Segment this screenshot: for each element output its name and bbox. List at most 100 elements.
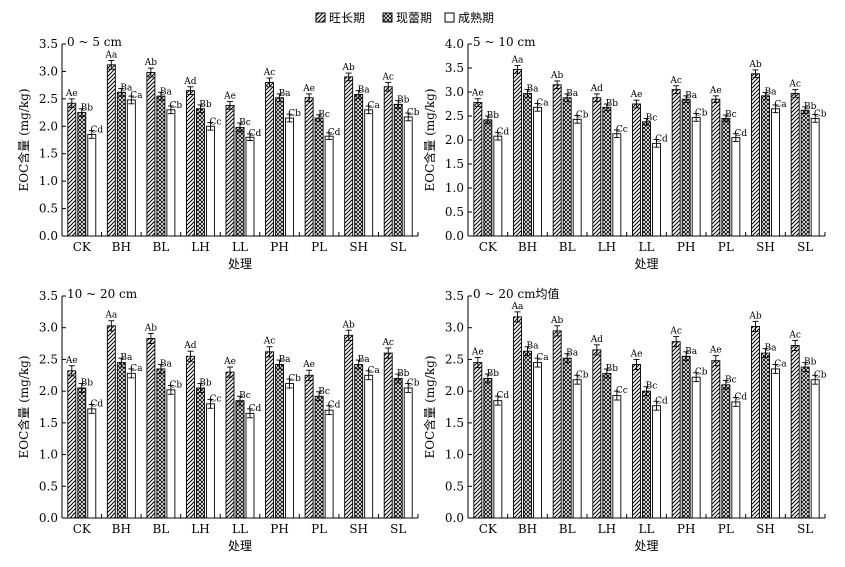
x-tick-label: SH [349,522,368,536]
significance-label: Aa [511,302,524,312]
y-tick-label: 0.5 [445,205,464,219]
significance-label: Ac [381,72,394,82]
significance-label: Ba [279,355,292,365]
bar [77,112,87,237]
bar [711,98,721,237]
x-tick-label: PL [311,240,327,254]
significance-label: Bb [199,379,212,389]
bar [721,384,731,519]
bar [513,316,522,519]
significance-label: Ba [527,342,540,352]
significance-label: Ba [120,83,133,93]
significance-label: Bb [487,369,500,379]
bar [364,374,374,519]
chart-panel: 0.0 0.5 1.0 1.5 2.0 2.5 3.0 3.5 EOC含量 (mg/kg) 0 ~… [16,35,420,271]
y-tick-label: 1.5 [39,416,58,430]
significance-label: Ca [774,100,787,110]
y-tick-label: 2.5 [445,352,464,366]
x-tick-label: PL [718,240,734,254]
bar [810,379,820,519]
bar [552,330,562,519]
bar [314,117,324,237]
significance-label: Ca [130,91,143,101]
significance-label: Ae [302,360,315,370]
bar [195,108,205,237]
bar [572,118,582,237]
significance-label: Bc [318,387,330,397]
bar [285,383,295,519]
bar [205,125,215,237]
significance-label: Bb [397,96,410,106]
bar [324,409,334,519]
significance-label: Ab [144,323,157,333]
significance-label: Cd [497,391,510,401]
bar [810,117,820,237]
y-tick-label: 1.0 [445,181,464,195]
bar [403,387,413,519]
bar [632,103,641,237]
significance-label: Ae [65,356,78,366]
x-tick-label: SL [390,522,406,536]
chart-title: 0 ~ 5 cm [67,35,122,49]
bar [691,116,701,237]
bar [205,403,215,519]
y-axis-label: EOC含量 (mg/kg) [422,88,437,191]
legend-swatch [444,12,455,23]
bar [146,338,156,519]
bar [721,117,731,237]
y-tick-label: 1.0 [39,448,58,462]
significance-label: Ba [765,87,778,97]
significance-label: Bc [646,113,658,123]
legend-label: 旺长期 [329,11,365,25]
bar [592,349,602,519]
significance-label: Cb [576,111,589,121]
significance-label: Ac [669,327,682,337]
significance-label: Ba [765,344,778,354]
x-tick-label: LL [232,240,248,254]
significance-label: Bb [397,369,410,379]
y-tick-label: 3.0 [445,321,464,335]
significance-label: Bc [725,375,737,385]
significance-label: Ca [536,99,549,109]
bar [473,362,483,519]
x-tick-label: SH [756,522,775,536]
significance-label: Ba [566,89,579,99]
bar [771,368,780,519]
bar [562,357,572,519]
chart-title: 5 ~ 10 cm [473,35,536,49]
bar [225,104,235,237]
y-tick-label: 2.0 [39,119,58,133]
x-tick-label: LH [191,522,209,536]
significance-label: Ba [358,86,371,96]
x-tick-label: PH [270,522,289,536]
significance-label: Ad [183,341,196,351]
y-tick-label: 1.0 [39,174,58,188]
bar [681,98,691,237]
bar [632,364,641,519]
x-tick-label: BL [559,522,576,536]
bar [166,109,176,237]
bar [711,360,721,519]
y-tick-label: 0.5 [39,202,58,216]
significance-label: Ba [279,89,292,99]
x-tick-label: CK [479,240,498,254]
x-tick-label: PL [718,522,734,536]
significance-label: Ae [709,86,722,96]
bar [602,372,612,519]
significance-label: Ae [65,89,78,99]
significance-label: Ad [183,77,196,87]
significance-label: Cd [328,128,341,138]
x-tick-label: SL [797,240,813,254]
significance-label: Cd [249,129,262,139]
significance-label: Ac [788,80,801,90]
y-tick-label: 1.5 [39,147,58,161]
significance-label: Aa [104,50,117,60]
bar [533,106,542,237]
significance-label: Ba [527,85,540,95]
significance-label: Ac [669,76,682,86]
x-tick-label: PL [311,522,327,536]
y-tick-label: 2.0 [445,384,464,398]
y-tick-label: 2.0 [39,384,58,398]
x-tick-label: CK [73,240,92,254]
x-tick-label: LH [598,522,616,536]
